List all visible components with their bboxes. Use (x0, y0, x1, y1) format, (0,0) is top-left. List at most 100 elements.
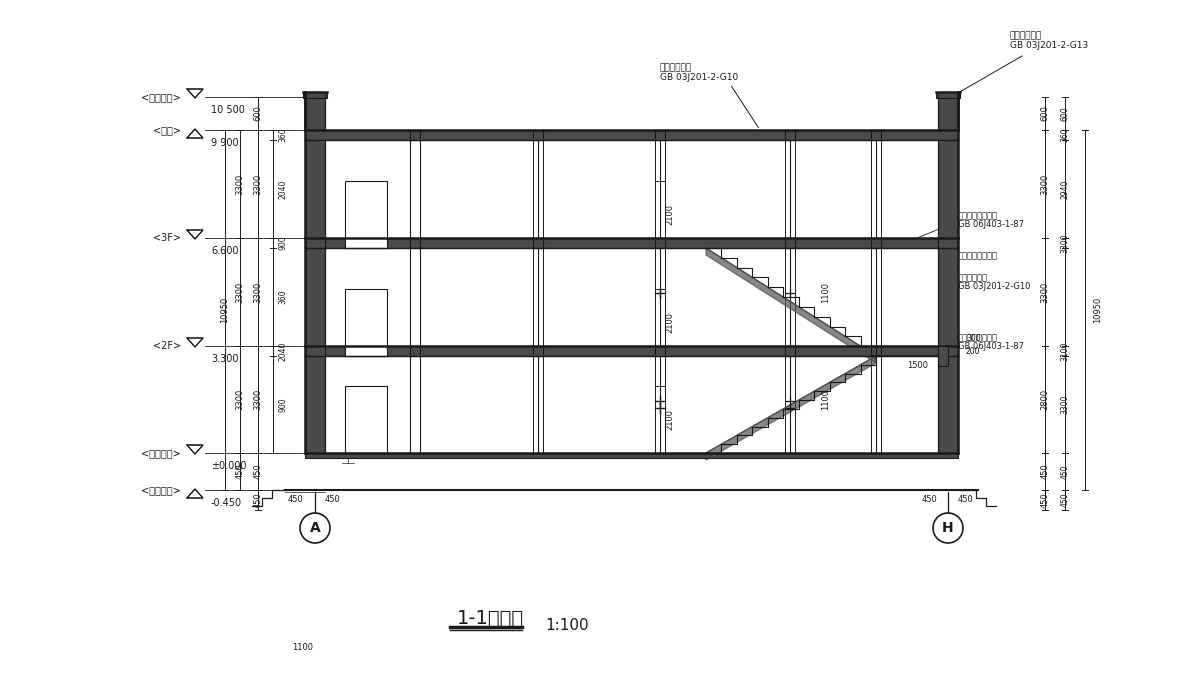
Text: 6.600: 6.600 (212, 246, 239, 256)
Text: H: H (942, 521, 954, 535)
Text: GB 03J201-2-G10: GB 03J201-2-G10 (660, 73, 739, 82)
Text: 2040: 2040 (278, 341, 287, 361)
Bar (304, 92, 327, 98)
Text: 100: 100 (351, 323, 364, 329)
Text: 压顶做法参见: 压顶做法参见 (1010, 31, 1042, 40)
Text: 450: 450 (923, 495, 938, 504)
Text: ±0.000: ±0.000 (212, 461, 246, 471)
Text: 3300: 3300 (253, 281, 263, 302)
Bar (305, 238, 958, 248)
Text: -0.450: -0.450 (212, 498, 243, 508)
Text: 3100: 3100 (1060, 341, 1070, 361)
Bar (938, 346, 948, 366)
Bar (305, 97, 325, 453)
Polygon shape (186, 129, 203, 138)
Text: 护窗栏杆做法参见: 护窗栏杆做法参见 (958, 333, 998, 342)
Bar (785, 346, 795, 356)
Text: 2100: 2100 (664, 204, 674, 225)
Text: 450: 450 (235, 464, 245, 480)
Circle shape (933, 513, 963, 543)
Text: A: A (310, 521, 320, 535)
Text: 3300: 3300 (1060, 234, 1070, 253)
Text: GB 03J201-2-G13: GB 03J201-2-G13 (1010, 41, 1089, 50)
Bar (533, 238, 543, 248)
Bar (938, 97, 958, 453)
Text: 450: 450 (958, 495, 974, 504)
Text: 3300: 3300 (1060, 395, 1070, 414)
Text: 防火岩棉封堵密实: 防火岩棉封堵密实 (958, 251, 998, 260)
Bar (345, 181, 387, 248)
Bar (410, 130, 419, 140)
Text: 900: 900 (278, 236, 287, 250)
Text: 3300: 3300 (253, 389, 263, 410)
Text: 1-1剖面图: 1-1剖面图 (456, 609, 523, 628)
Text: 10 500: 10 500 (212, 105, 245, 115)
Text: <2F>: <2F> (153, 341, 180, 351)
Text: <室内地坪>: <室内地坪> (141, 448, 180, 458)
Text: 150: 150 (345, 227, 351, 240)
Polygon shape (706, 248, 876, 363)
Text: 360: 360 (278, 290, 287, 304)
Bar (936, 92, 960, 98)
Text: 2040: 2040 (278, 179, 287, 199)
Bar (533, 346, 543, 356)
Bar (305, 130, 958, 140)
Text: GB 06J403-1-87: GB 06J403-1-87 (958, 220, 1024, 229)
Text: 600: 600 (1060, 106, 1070, 121)
Bar (655, 238, 664, 248)
Text: 600: 600 (1041, 106, 1049, 122)
Text: 1100: 1100 (821, 281, 831, 302)
Text: 护窗栏杆做法参见: 护窗栏杆做法参见 (958, 211, 998, 220)
Text: GB 03J201-2-G10: GB 03J201-2-G10 (958, 282, 1030, 291)
Text: <女儿墙顶>: <女儿墙顶> (141, 92, 180, 102)
Bar (305, 346, 958, 356)
Text: 200: 200 (966, 347, 981, 356)
Text: <室外地坪>: <室外地坪> (141, 485, 180, 495)
Text: 2100: 2100 (664, 312, 674, 333)
Text: 600: 600 (253, 106, 263, 122)
Text: 3300: 3300 (253, 173, 263, 195)
Polygon shape (186, 489, 203, 498)
Text: 450: 450 (1060, 493, 1070, 507)
Polygon shape (706, 356, 876, 460)
Text: 泛水做法参见: 泛水做法参见 (958, 273, 988, 282)
Text: 1100: 1100 (821, 389, 831, 410)
Text: 450: 450 (325, 495, 341, 504)
Text: 150: 150 (345, 334, 351, 348)
Text: 2800: 2800 (1041, 389, 1049, 410)
Text: 450: 450 (253, 492, 263, 508)
Bar (871, 130, 881, 140)
Bar (871, 238, 881, 248)
Text: 3300: 3300 (1041, 173, 1049, 195)
Text: 360: 360 (278, 128, 287, 142)
Text: GB 06J403-1-87: GB 06J403-1-87 (958, 342, 1024, 351)
Text: 450: 450 (253, 464, 263, 480)
Text: 450: 450 (1041, 492, 1049, 508)
Polygon shape (186, 445, 203, 454)
Polygon shape (186, 89, 203, 98)
Text: 1100: 1100 (292, 643, 313, 652)
Text: <屋面>: <屋面> (153, 125, 180, 135)
Text: 450: 450 (1041, 464, 1049, 480)
Text: 3300: 3300 (235, 173, 245, 195)
Bar (410, 346, 419, 356)
Text: 100: 100 (351, 215, 364, 221)
Text: 3300: 3300 (235, 389, 245, 410)
Text: 2100: 2100 (664, 409, 674, 430)
Bar (785, 130, 795, 140)
Polygon shape (186, 230, 203, 239)
Text: 10950: 10950 (1093, 297, 1102, 323)
Text: 9 900: 9 900 (212, 138, 239, 148)
Bar (305, 453, 958, 458)
Bar (410, 238, 419, 248)
Text: 泛水做法参见: 泛水做法参见 (660, 63, 692, 72)
Polygon shape (186, 338, 203, 347)
Bar (345, 289, 387, 356)
Text: 3300: 3300 (235, 281, 245, 302)
Text: 100: 100 (351, 430, 364, 436)
Bar (655, 130, 664, 140)
Circle shape (300, 513, 330, 543)
Text: 1:100: 1:100 (545, 619, 589, 634)
Bar (871, 346, 881, 356)
Text: 450: 450 (287, 495, 302, 504)
